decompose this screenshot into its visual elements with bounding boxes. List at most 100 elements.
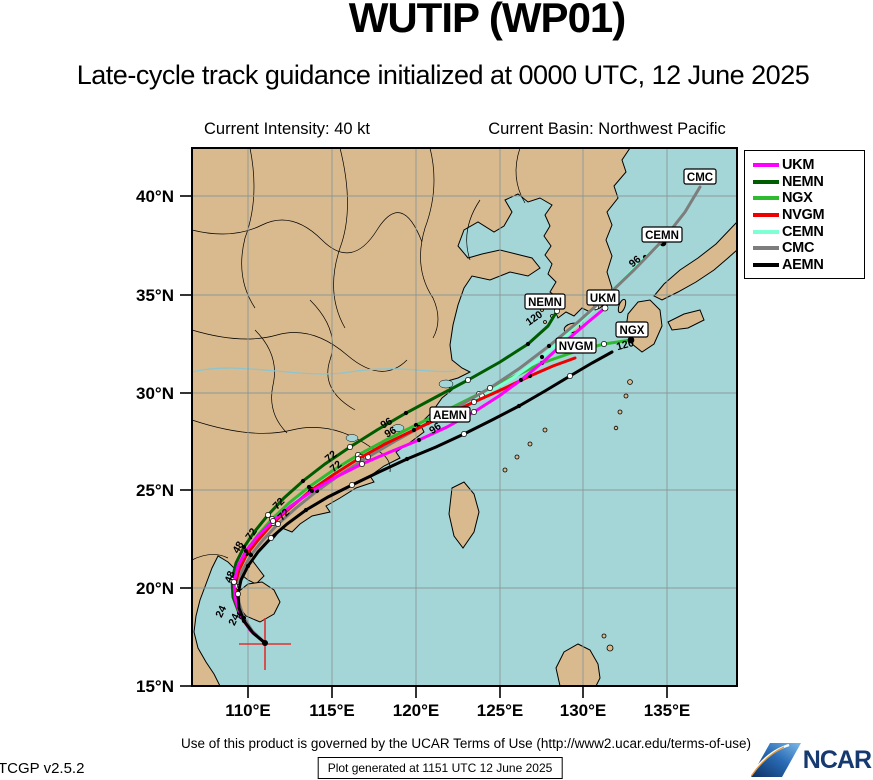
model-label-box-nemn bbox=[524, 293, 566, 310]
track-marker-cemn bbox=[539, 354, 545, 360]
lat-tick-label: 30°N bbox=[136, 384, 174, 403]
taiwan-island bbox=[448, 481, 480, 549]
track-marker-aemn bbox=[303, 507, 309, 513]
track-marker-ukm bbox=[518, 377, 524, 383]
model-name-labels: CMC CEMN NEMN UKM NGX NVGM AEMN bbox=[429, 168, 717, 423]
legend-swatch-nemn bbox=[753, 179, 779, 184]
model-label-box-cmc bbox=[683, 168, 717, 185]
legend-label-nemn: NEMN bbox=[782, 173, 824, 190]
model-label-text-cemn: CEMN bbox=[645, 230, 679, 242]
track-marker-aemn bbox=[404, 456, 410, 462]
model-label-box-ukm bbox=[586, 289, 620, 306]
lat-tick-label: 20°N bbox=[136, 579, 174, 598]
track-marker-aemn bbox=[245, 563, 251, 569]
version-text: TCGP v2.5.2 bbox=[0, 760, 85, 777]
track-marker-nemn bbox=[525, 341, 531, 347]
province-boundaries bbox=[191, 147, 526, 561]
lon-tick-label: 130°E bbox=[560, 701, 607, 720]
legend-item-aemn: AEMN bbox=[753, 257, 864, 274]
track-marker-aemn bbox=[461, 431, 467, 437]
track-marker-nemn bbox=[347, 444, 353, 450]
terms-of-use-text: Use of this product is governed by the U… bbox=[181, 736, 751, 751]
current-basin-label: Current Basin: Northwest Pacific bbox=[488, 120, 726, 138]
legend-label-cmc: CMC bbox=[782, 240, 815, 257]
model-label-text-ngx: NGX bbox=[620, 325, 645, 337]
legend-item-ukm: UKM bbox=[753, 157, 864, 174]
gridlines bbox=[192, 148, 737, 686]
axis-ticks bbox=[180, 195, 668, 698]
model-label-text-cmc: CMC bbox=[687, 172, 713, 184]
legend-item-ngx: NGX bbox=[753, 190, 864, 207]
legend-item-nemn: NEMN bbox=[753, 174, 864, 191]
track-marker-nemn bbox=[403, 410, 409, 416]
legend-item-cemn: CEMN bbox=[753, 223, 864, 240]
track-marker-ngx bbox=[413, 422, 419, 428]
track-marker-cmc bbox=[546, 343, 552, 349]
track-marker-aemn bbox=[241, 618, 247, 624]
track-marker-cmc bbox=[248, 552, 254, 558]
legend-swatch-ukm bbox=[753, 163, 779, 168]
shikoku-island bbox=[667, 309, 705, 331]
legend-swatch-cmc bbox=[753, 246, 779, 251]
lat-axis-labels: 40°N 35°N 30°N 25°N 20°N 15°N bbox=[136, 187, 174, 696]
forecast-hour-label: 48 bbox=[230, 539, 246, 555]
model-label-box-ngx bbox=[615, 321, 649, 338]
mainland-asia bbox=[191, 147, 631, 687]
lat-tick-label: 25°N bbox=[136, 481, 174, 500]
track-marker-aemn bbox=[349, 482, 355, 488]
legend-swatch-cemn bbox=[753, 229, 779, 234]
model-label-box-cemn bbox=[641, 226, 683, 243]
lon-tick-label: 110°E bbox=[225, 701, 271, 720]
track-marker-aemn bbox=[516, 403, 522, 409]
track-nemn bbox=[230, 300, 560, 645]
forecast-hour-label: 96 bbox=[378, 415, 394, 431]
ncar-logo-icon bbox=[750, 743, 801, 777]
lat-tick-label: 15°N bbox=[136, 677, 174, 696]
map-border bbox=[191, 147, 738, 687]
current-intensity-label: Current Intensity: 40 kt bbox=[204, 120, 370, 138]
lon-tick-label: 125°E bbox=[477, 701, 524, 720]
model-label-text-aemn: AEMN bbox=[433, 410, 467, 422]
legend-item-cmc: CMC bbox=[753, 240, 864, 257]
lon-tick-label: 120°E bbox=[393, 701, 440, 720]
model-label-box-aemn bbox=[429, 406, 471, 423]
legend-item-nvgm: NVGM bbox=[753, 207, 864, 224]
track-marker-ukm bbox=[243, 548, 249, 554]
track-marker-nemn bbox=[265, 512, 271, 518]
model-label-text-ukm: UKM bbox=[590, 293, 616, 305]
track-marker-ngx bbox=[601, 341, 607, 347]
track-marker-ukm bbox=[471, 409, 477, 415]
lon-tick-label: 135°E bbox=[644, 701, 691, 720]
legend: UKM NEMN NGX NVGM CEMN CMC AEMN bbox=[744, 150, 865, 280]
track-ukm bbox=[232, 306, 607, 645]
honshu-island bbox=[653, 220, 738, 301]
forecast-hour-label: 24 bbox=[226, 612, 242, 628]
ryukyu-islands bbox=[502, 298, 633, 652]
land-layer bbox=[191, 147, 738, 687]
forecast-hour-label: 120 bbox=[615, 337, 635, 353]
forecast-hour-label: 96 bbox=[382, 424, 398, 440]
legend-label-ukm: UKM bbox=[782, 157, 815, 174]
rivers-lakes bbox=[191, 367, 457, 442]
legend-swatch-ngx bbox=[753, 196, 779, 201]
ncar-logo: NCAR bbox=[750, 743, 872, 777]
track-marker-nemn bbox=[300, 478, 306, 484]
page-title: WUTIP (WP01) bbox=[348, 0, 627, 41]
page-subtitle: Late-cycle track guidance initialized at… bbox=[76, 60, 810, 90]
legend-label-cemn: CEMN bbox=[782, 223, 824, 240]
track-marker-nvgm bbox=[355, 456, 361, 462]
track-marker-ngx bbox=[306, 484, 312, 490]
track-marker-nemn bbox=[241, 544, 247, 550]
track-marker-aemn bbox=[268, 535, 274, 541]
track-marker-ukm bbox=[359, 461, 365, 467]
legend-label-aemn: AEMN bbox=[782, 256, 824, 273]
track-marker-nvgm bbox=[471, 399, 477, 405]
track-marker-aemn bbox=[567, 373, 573, 379]
tsushima-island bbox=[617, 298, 627, 314]
track-marker-ukm bbox=[416, 437, 422, 443]
model-label-text-nemn: NEMN bbox=[528, 297, 562, 309]
lat-tick-label: 40°N bbox=[136, 187, 174, 206]
forecast-hour-label: 24 bbox=[213, 604, 229, 620]
